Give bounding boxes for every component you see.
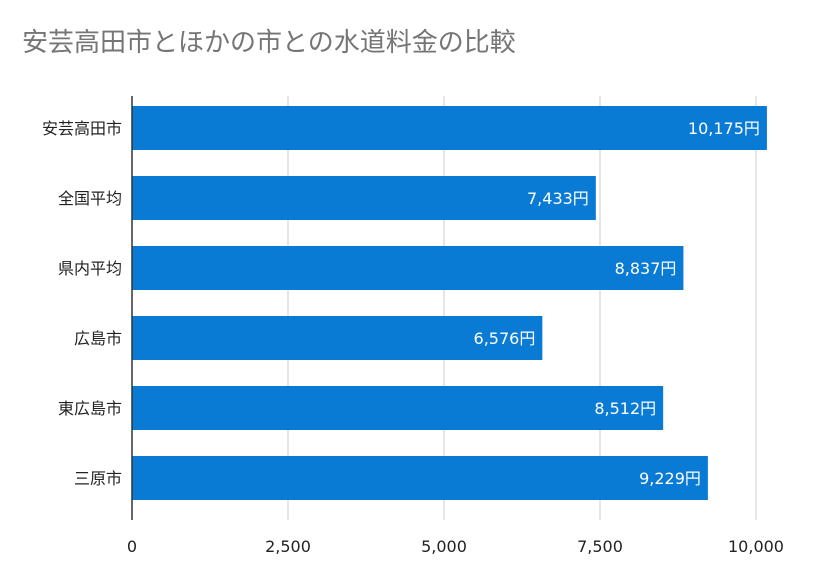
data-label: 9,229円 [639,469,701,488]
bars [132,106,767,500]
bar [132,176,596,220]
bar [132,456,708,500]
data-label: 8,512円 [594,399,656,418]
data-label: 7,433円 [527,189,589,208]
bar [132,386,664,430]
category-label: 県内平均 [58,259,122,278]
category-label: 広島市 [74,329,122,348]
category-label: 三原市 [74,469,122,488]
category-label: 全国平均 [58,189,122,208]
x-tick-label: 10,000 [728,537,784,556]
x-tick-label: 2,500 [265,537,311,556]
data-label: 10,175円 [688,119,760,138]
bar [132,316,543,360]
x-tick-label: 5,000 [421,537,467,556]
category-label: 東広島市 [58,399,122,418]
x-tick-label: 0 [127,537,137,556]
category-label: 安芸高田市 [42,119,122,138]
bar [132,246,684,290]
chart-title: 安芸高田市とほかの市との水道料金の比較 [22,28,516,58]
gridlines [287,96,757,520]
data-label: 6,576円 [474,329,536,348]
data-labels: 10,175円 7,433円 8,837円 6,576円 8,512円 9,229円 [474,119,760,488]
x-tick-labels: 0 2,500 5,000 7,500 10,000 [127,537,784,556]
data-label: 8,837円 [615,259,677,278]
bar [132,106,767,150]
x-tick-label: 7,500 [577,537,623,556]
